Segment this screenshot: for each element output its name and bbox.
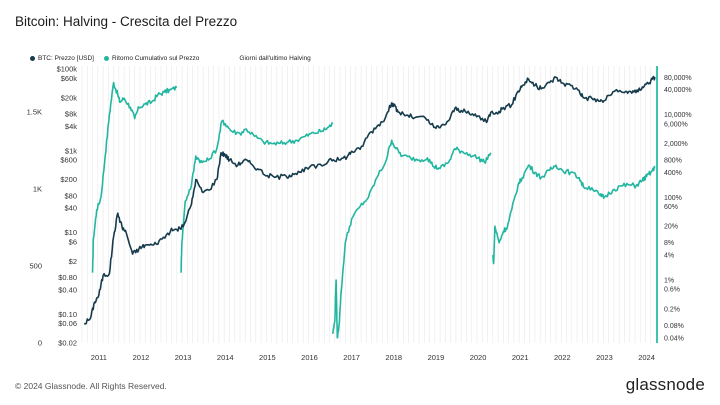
x-tick-label: 2023 — [596, 353, 613, 362]
y-return-tick-label: 20% — [664, 224, 678, 231]
y-price-tick-label: $8k — [65, 110, 77, 119]
y-price-tick-label: $10 — [64, 228, 77, 237]
y-return-tick-label: 0.6% — [664, 287, 680, 294]
y-price-tick-label: $0.02 — [58, 339, 77, 348]
return-series-line — [331, 139, 492, 339]
y-return-tick-label: 60% — [664, 204, 678, 211]
chart-grid — [81, 66, 658, 343]
legend-price-swatch — [30, 56, 35, 61]
x-tick-label: 2018 — [385, 353, 402, 362]
y-price-tick-label: $1k — [65, 146, 77, 155]
return-series-line — [91, 81, 178, 273]
y-price-tick-label: $0.80 — [58, 273, 77, 282]
legend-return-swatch — [103, 56, 109, 61]
x-tick-label: 2020 — [470, 353, 487, 362]
y-price-tick-label: $600 — [60, 156, 77, 165]
legend-days-label: Giorni dall'ultimo Halving — [239, 55, 311, 62]
copyright-text: © 2024 Glassnode. All Rights Reserved. — [15, 381, 167, 391]
return-series-line — [492, 164, 656, 265]
legend-days[interactable]: Giorni dall'ultimo Halving — [239, 55, 310, 62]
y-return-tick-label: 4% — [664, 253, 674, 260]
x-tick-label: 2019 — [428, 353, 445, 362]
chart-axes: 2011 2012 2013 2014 2015 2016 2017 2018 2019 2020… — [27, 65, 692, 362]
return-series-line — [180, 119, 334, 273]
legend-price[interactable]: BTC: Prezzo [USD] — [30, 55, 94, 62]
x-tick-label: 2017 — [343, 353, 360, 362]
brand-logo: glassnode — [625, 375, 705, 394]
y-return-tick-label: 2,000% — [664, 141, 688, 148]
x-tick-label: 2014 — [217, 353, 234, 362]
y-return-tick-label: 0.04% — [664, 335, 684, 342]
y-return-tick-label: 6,000% — [664, 121, 688, 128]
x-tick-label: 2024 — [638, 353, 655, 362]
y-days-tick-label: 500 — [29, 262, 42, 271]
price-series-line — [83, 75, 656, 325]
y-price-tick-label: $4k — [65, 122, 77, 131]
x-tick-label: 2021 — [512, 353, 529, 362]
y-days-tick-label: 0 — [38, 339, 42, 348]
legend-return-label: Ritorno Cumulativo sul Prezzo — [111, 55, 200, 62]
y-return-tick-label: 400% — [664, 170, 682, 177]
x-tick-label: 2016 — [301, 353, 318, 362]
y-price-tick-label: $60k — [61, 74, 78, 83]
y-return-tick-label: 0.2% — [664, 306, 680, 313]
y-price-tick-label: $0.40 — [58, 285, 77, 294]
plot-area — [83, 75, 656, 339]
y-price-tick-label: $2 — [69, 257, 77, 266]
y-price-tick-label: $80 — [64, 191, 77, 200]
legend: BTC: Prezzo [USD] Ritorno Cumulativo sul… — [30, 55, 311, 62]
x-tick-label: 2015 — [259, 353, 276, 362]
y-return-tick-label: 10,000% — [664, 112, 692, 119]
y-return-tick-label: 8% — [664, 240, 674, 247]
y-return-tick-label: 0.08% — [664, 323, 684, 330]
y-price-tick-label: $6 — [69, 237, 77, 246]
y-price-tick-label: $0.10 — [58, 310, 77, 319]
x-tick-label: 2011 — [91, 353, 107, 362]
x-tick-label: 2012 — [133, 353, 150, 362]
y-return-tick-label: 100% — [664, 195, 682, 202]
y-return-tick-label: 40,000% — [664, 87, 692, 94]
x-tick-label: 2022 — [554, 353, 571, 362]
y-price-tick-label: $200 — [60, 175, 77, 184]
y-return-tick-label: 800% — [664, 157, 682, 164]
y-days-tick-label: 1K — [33, 185, 42, 194]
right-edge-bar — [656, 66, 658, 343]
legend-return[interactable]: Ritorno Cumulativo sul Prezzo — [103, 55, 200, 62]
y-price-tick-label: $20k — [61, 93, 78, 102]
legend-price-label: BTC: Prezzo [USD] — [38, 55, 94, 62]
y-return-tick-label: 1% — [664, 278, 674, 285]
y-days-tick-label: 1.5K — [27, 108, 42, 117]
y-price-tick-label: $0.06 — [58, 319, 77, 328]
x-tick-label: 2013 — [175, 353, 192, 362]
chart-title: Bitcoin: Halving - Crescita del Prezzo — [15, 14, 238, 29]
y-price-tick-label: $40 — [64, 204, 77, 213]
y-price-tick-label: $100k — [57, 65, 78, 74]
y-return-tick-label: 80,000% — [664, 75, 692, 82]
